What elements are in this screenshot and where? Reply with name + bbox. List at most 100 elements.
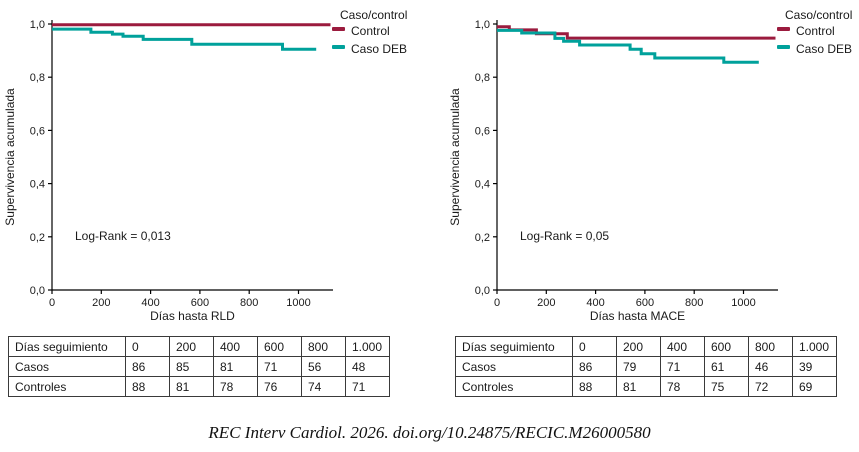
followup-table: Días seguimiento 0 200 400 600 800 1.000 Casos 8… — [8, 336, 390, 397]
table-header-cell: 200 — [616, 336, 661, 357]
table-cell: 86 — [572, 356, 617, 377]
table-header-row: Días seguimiento 0 200 400 600 800 1.000 — [455, 336, 837, 357]
table-cell: 76 — [257, 376, 302, 397]
table-cell: 79 — [616, 356, 661, 377]
legend-swatch-caso-deb — [332, 45, 345, 49]
table-cell: 61 — [704, 356, 749, 377]
chart-canvas: 0,0 0,2 0,4 0,6 0,8 1,0 0 200 400 600 800 1000 Días … — [3, 8, 407, 323]
table-cell: Casos — [455, 356, 573, 377]
x-tick-label: 0 — [494, 297, 500, 309]
table-header-cell: 0 — [572, 336, 617, 357]
table-cell: Controles — [8, 376, 126, 397]
table-header-cell: 600 — [257, 336, 302, 357]
y-tick-label: 0,6 — [30, 125, 45, 137]
table-cell: 74 — [301, 376, 346, 397]
table-cell: 69 — [792, 376, 837, 397]
followup-table: Días seguimiento 0 200 400 600 800 1.000 Casos 8… — [455, 336, 837, 397]
legend-swatch-control — [332, 27, 345, 31]
x-tick-label: 200 — [92, 297, 110, 309]
table-header-cell: 800 — [301, 336, 346, 357]
legend-title: Caso/control — [785, 8, 852, 22]
table-cell: 72 — [748, 376, 793, 397]
table-cell: 39 — [792, 356, 837, 377]
table-cell: Casos — [8, 356, 126, 377]
x-tick-label: 1000 — [731, 297, 755, 309]
table-header-cell: 1.000 — [345, 336, 390, 357]
y-tick-label: 0,2 — [475, 232, 490, 244]
table-header-row: Días seguimiento 0 200 400 600 800 1.000 — [8, 336, 390, 357]
table-header-cell: 1.000 — [792, 336, 837, 357]
table-header-cell: 400 — [660, 336, 705, 357]
table-header-cell: 0 — [125, 336, 170, 357]
km-chart-rld: 0,0 0,2 0,4 0,6 0,8 1,0 0 200 400 600 800 1000 Días … — [0, 0, 414, 332]
legend-swatch-caso-deb — [777, 45, 790, 49]
y-axis-label: Supervivencia acumulada — [3, 88, 17, 226]
y-tick-label: 0,0 — [30, 285, 45, 297]
table-cell: 88 — [125, 376, 170, 397]
legend-label-control: Control — [796, 24, 835, 38]
axes — [51, 20, 334, 291]
y-tick-label: 0,4 — [30, 179, 45, 191]
table-row: Controles 88 81 78 75 72 69 — [455, 376, 837, 397]
risk-table-rld: Días seguimiento 0 200 400 600 800 1.000 Casos 8… — [8, 336, 390, 397]
x-tick-label: 1000 — [286, 297, 310, 309]
table-header-cell: 800 — [748, 336, 793, 357]
table-cell: 78 — [660, 376, 705, 397]
x-tick-label: 0 — [49, 297, 55, 309]
legend-label-caso-deb: Caso DEB — [796, 42, 852, 56]
y-tick-label: 0,4 — [475, 179, 490, 191]
table-cell: 46 — [748, 356, 793, 377]
legend-title: Caso/control — [340, 8, 407, 22]
y-tick-label: 1,0 — [475, 19, 490, 31]
table-header-cell: Días seguimiento — [8, 336, 126, 357]
y-tick-label: 1,0 — [30, 19, 45, 31]
table-row: Controles 88 81 78 76 74 71 — [8, 376, 390, 397]
table-cell: 71 — [257, 356, 302, 377]
y-tick-label: 0,2 — [30, 232, 45, 244]
x-tick-label: 400 — [141, 297, 159, 309]
x-tick-label: 600 — [636, 297, 654, 309]
km-chart-mace: 0,0 0,2 0,4 0,6 0,8 1,0 0 200 400 600 800 1000 Días … — [445, 0, 859, 332]
table-header-cell: Días seguimiento — [455, 336, 573, 357]
table-row: Casos 86 79 71 61 46 39 — [455, 356, 837, 377]
x-tick-label: 600 — [191, 297, 209, 309]
table-cell: 85 — [169, 356, 214, 377]
y-tick-label: 0,6 — [475, 125, 490, 137]
table-row: Casos 86 85 81 71 56 48 — [8, 356, 390, 377]
table-cell: 81 — [616, 376, 661, 397]
x-axis-label: Días hasta RLD — [150, 309, 235, 323]
risk-table-mace: Días seguimiento 0 200 400 600 800 1.000 Casos 8… — [455, 336, 837, 397]
axes — [496, 20, 779, 291]
log-rank-annotation: Log-Rank = 0,013 — [75, 229, 171, 243]
y-tick-label: 0,8 — [30, 72, 45, 84]
citation-text: REC Interv Cardiol. 2026. doi.org/10.248… — [208, 423, 651, 442]
table-header-cell: 200 — [169, 336, 214, 357]
table-cell: 88 — [572, 376, 617, 397]
legend-swatch-control — [777, 27, 790, 31]
table-cell: 78 — [213, 376, 258, 397]
series-caso-deb-line — [497, 28, 759, 64]
table-cell: 71 — [660, 356, 705, 377]
table-cell: 71 — [345, 376, 390, 397]
x-tick-label: 800 — [240, 297, 258, 309]
y-axis-label: Supervivencia acumulada — [448, 88, 462, 226]
legend-label-control: Control — [351, 24, 390, 38]
table-cell: Controles — [455, 376, 573, 397]
x-tick-label: 800 — [685, 297, 703, 309]
table-cell: 81 — [169, 376, 214, 397]
table-cell: 81 — [213, 356, 258, 377]
y-tick-label: 0,0 — [475, 285, 490, 297]
table-header-cell: 600 — [704, 336, 749, 357]
x-tick-label: 200 — [537, 297, 555, 309]
table-cell: 86 — [125, 356, 170, 377]
x-axis-label: Días hasta MACE — [590, 309, 685, 323]
log-rank-annotation: Log-Rank = 0,05 — [520, 229, 609, 243]
y-tick-label: 0,8 — [475, 72, 490, 84]
table-cell: 48 — [345, 356, 390, 377]
table-cell: 75 — [704, 376, 749, 397]
series-caso-deb-line — [52, 27, 317, 51]
table-cell: 56 — [301, 356, 346, 377]
legend-label-caso-deb: Caso DEB — [351, 42, 407, 56]
chart-canvas: 0,0 0,2 0,4 0,6 0,8 1,0 0 200 400 600 800 1000 Días … — [448, 8, 852, 323]
